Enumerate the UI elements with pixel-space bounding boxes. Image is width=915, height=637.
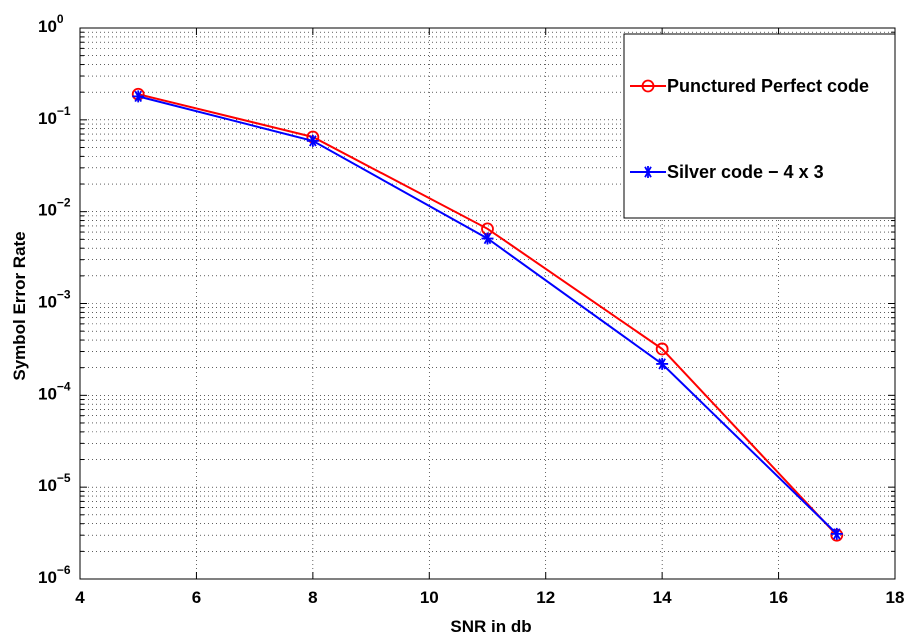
legend-box bbox=[623, 33, 896, 219]
x-tick-labels: 4 6 8 10 12 14 16 18 bbox=[75, 588, 904, 607]
x-tick-label: 18 bbox=[886, 588, 905, 607]
series-layer bbox=[131, 87, 844, 542]
y-tick-label: 10−6 bbox=[38, 563, 71, 587]
legend-marker-asterisk-icon bbox=[642, 166, 654, 178]
series-1 bbox=[132, 90, 843, 540]
y-tick-label: 10−4 bbox=[38, 379, 71, 403]
x-tick-label: 12 bbox=[536, 588, 555, 607]
x-tick-label: 8 bbox=[308, 588, 317, 607]
x-tick-label: 14 bbox=[653, 588, 672, 607]
y-tick-labels: 10−6 10−5 10−4 10−3 10−2 10−1 100 bbox=[38, 12, 71, 587]
y-tick-label: 10−2 bbox=[38, 196, 71, 220]
legend-label-silver: Silver code − 4 x 3 bbox=[667, 162, 824, 182]
legend-marker-circle-icon bbox=[641, 79, 655, 93]
y-tick-label: 10−1 bbox=[38, 104, 71, 128]
x-axis-label: SNR in db bbox=[450, 617, 531, 636]
data-point bbox=[656, 357, 669, 370]
legend-entry-punctured: Punctured Perfect code bbox=[630, 76, 869, 96]
y-tick-label: 10−5 bbox=[38, 471, 71, 495]
data-point bbox=[306, 134, 319, 147]
data-point bbox=[830, 527, 843, 540]
y-tick-label: 10−3 bbox=[38, 288, 71, 312]
data-point bbox=[655, 342, 669, 356]
x-tick-label: 6 bbox=[192, 588, 201, 607]
series-line bbox=[137, 93, 838, 536]
x-tick-label: 16 bbox=[769, 588, 788, 607]
legend: Punctured Perfect code Silver code − 4 x… bbox=[623, 33, 896, 219]
legend-label-punctured: Punctured Perfect code bbox=[667, 76, 869, 96]
x-tick-label: 10 bbox=[420, 588, 439, 607]
x-tick-label: 4 bbox=[75, 588, 85, 607]
legend-asterisk-glyph bbox=[642, 166, 654, 178]
y-axis-label: Symbol Error Rate bbox=[10, 231, 29, 380]
data-point bbox=[481, 232, 494, 245]
data-point bbox=[132, 90, 145, 103]
legend-entry-silver: Silver code − 4 x 3 bbox=[630, 162, 824, 182]
y-tick-label: 100 bbox=[38, 12, 64, 36]
